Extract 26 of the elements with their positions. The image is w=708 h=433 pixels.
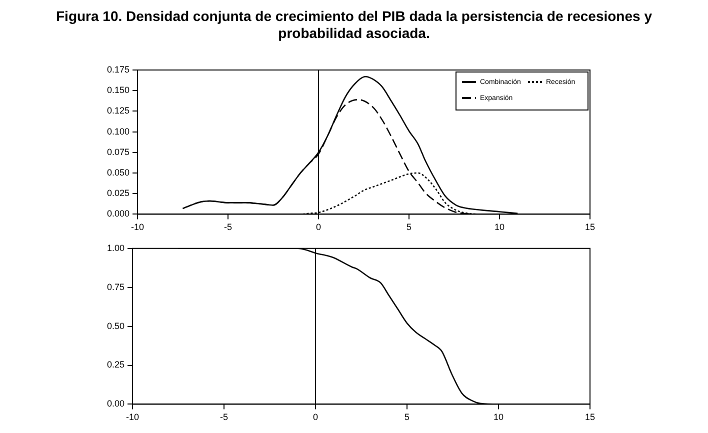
y-tick-label: 0.025: [106, 188, 130, 198]
y-tick-label: 0.00: [106, 398, 125, 409]
chart-title: Figura 10. Densidad conjunta de crecimiento del PIB dada la persistencia de recesiones y probabilidad asociada.: [55, 8, 653, 42]
y-tick-label: 0.100: [106, 126, 130, 136]
x-tick-label: 15: [584, 412, 596, 422]
y-tick-label: 0.000: [106, 208, 130, 219]
y-tick-label: 0.125: [106, 106, 130, 116]
y-tick-label: 0.50: [106, 320, 125, 331]
x-tick-label: 5: [406, 222, 412, 232]
y-tick-label: 0.75: [106, 282, 125, 292]
x-tick-label: 10: [493, 412, 504, 422]
y-tick-label: 0.25: [106, 360, 125, 370]
x-tick-label: 0: [313, 412, 318, 422]
x-tick-label: 10: [494, 222, 505, 232]
x-tick-label: 0: [316, 222, 322, 232]
y-tick-label: 1.00: [106, 242, 125, 253]
y-tick-label: 0.150: [106, 85, 130, 96]
x-tick-label: -5: [224, 222, 232, 232]
y-tick-label: 0.175: [106, 64, 130, 74]
x-tick-label: -10: [131, 222, 144, 232]
x-tick-label: 5: [404, 412, 410, 422]
y-tick-label: 0.050: [106, 167, 130, 178]
x-tick-label: 15: [584, 222, 596, 232]
y-tick-label: 0.075: [106, 146, 130, 157]
x-tick-label: -5: [220, 412, 228, 422]
x-tick-label: -10: [126, 412, 140, 422]
